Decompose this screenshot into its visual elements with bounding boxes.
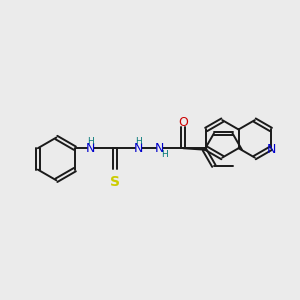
Text: N: N: [134, 142, 143, 155]
Text: O: O: [178, 116, 188, 129]
Text: H: H: [87, 137, 94, 146]
Text: N: N: [154, 142, 164, 155]
Text: H: H: [161, 150, 168, 159]
Text: H: H: [135, 137, 142, 146]
Text: S: S: [110, 175, 120, 189]
Text: N: N: [86, 142, 95, 155]
Text: N: N: [266, 142, 276, 156]
